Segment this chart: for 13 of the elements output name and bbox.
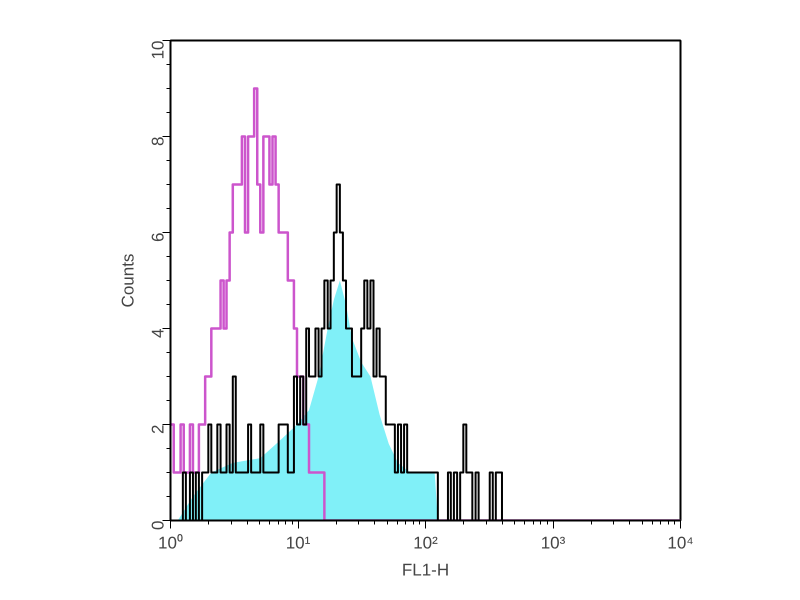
y-tick-label: 10 (148, 40, 168, 60)
y-tick-label: 2 (148, 424, 168, 434)
x-tick-label: 10⁴ (667, 534, 694, 552)
x-axis-title: FL1-H (402, 560, 450, 580)
y-tick-label: 8 (148, 136, 168, 146)
y-axis-title: Counts (118, 254, 138, 308)
x-tick-label: 10² (413, 534, 438, 552)
y-tick-label: 4 (148, 328, 168, 338)
y-tick-label: 6 (148, 232, 168, 242)
x-tick-label: 10⁰ (158, 534, 183, 552)
y-tick-label: 0 (148, 520, 168, 530)
x-tick-label: 10³ (540, 534, 566, 552)
x-tick-label: 10¹ (286, 534, 311, 552)
